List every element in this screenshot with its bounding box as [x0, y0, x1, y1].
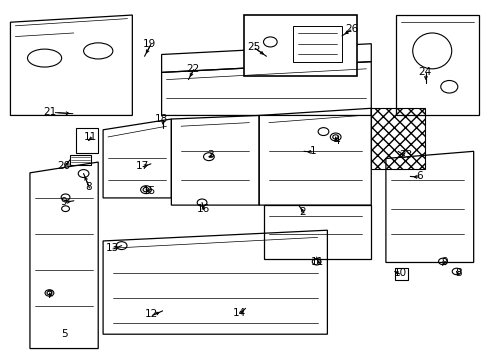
Text: 15: 15: [142, 186, 156, 196]
Text: 26: 26: [345, 24, 358, 35]
Text: 5: 5: [61, 329, 67, 339]
Text: 8: 8: [85, 182, 92, 192]
Text: 20: 20: [58, 161, 70, 171]
Text: 11: 11: [84, 132, 97, 142]
Bar: [293, 26, 341, 62]
Text: 22: 22: [186, 64, 200, 74]
Text: 10: 10: [393, 268, 407, 278]
Text: 21: 21: [43, 107, 56, 117]
Text: 11: 11: [310, 257, 324, 267]
Text: 4: 4: [333, 136, 340, 145]
Text: 14: 14: [232, 308, 246, 318]
Text: 8: 8: [455, 268, 462, 278]
Text: 24: 24: [417, 67, 430, 77]
Text: 17: 17: [135, 161, 148, 171]
Text: 12: 12: [145, 310, 158, 319]
Text: 3: 3: [206, 150, 213, 160]
Text: 1: 1: [309, 146, 315, 156]
Text: 6: 6: [416, 171, 423, 181]
Text: 16: 16: [196, 204, 209, 214]
Bar: [244, 15, 356, 76]
Text: 2: 2: [299, 207, 305, 217]
Text: 9: 9: [61, 197, 67, 207]
Bar: [370, 108, 424, 169]
Text: 13: 13: [106, 243, 119, 253]
Text: 23: 23: [398, 150, 411, 160]
Text: 9: 9: [440, 257, 447, 267]
Text: 18: 18: [155, 114, 168, 124]
Text: 7: 7: [46, 290, 53, 300]
Text: 25: 25: [247, 42, 260, 52]
Text: 19: 19: [142, 39, 156, 49]
